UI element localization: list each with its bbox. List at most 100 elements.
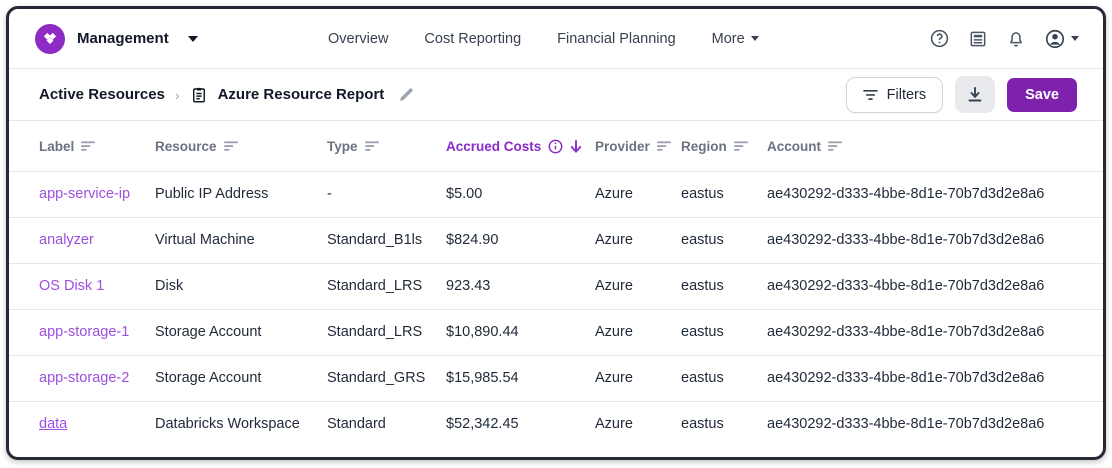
resource-label-link[interactable]: app-storage-2 xyxy=(39,370,130,386)
resource-label-link[interactable]: analyzer xyxy=(39,232,94,248)
cell-provider: Azure xyxy=(595,308,681,355)
column-header-accrued-costs[interactable]: Accrued Costs xyxy=(446,121,595,172)
top-nav: Management Overview Cost Reporting Financi… xyxy=(9,9,1103,69)
sort-lines-icon xyxy=(81,141,96,151)
cell-resource: Virtual Machine xyxy=(155,216,327,263)
nav-item-financial-planning[interactable]: Financial Planning xyxy=(557,30,676,47)
brand-diamonds-icon xyxy=(35,23,65,54)
cell-label: analyzer xyxy=(9,216,155,263)
cell-region: eastus xyxy=(681,216,767,263)
nav-icon-group xyxy=(929,28,1079,50)
notifications-icon[interactable] xyxy=(1006,28,1026,49)
workspace-switcher[interactable]: Management xyxy=(35,23,198,54)
cell-label: app-storage-2 xyxy=(9,354,155,401)
column-label: Region xyxy=(681,138,727,154)
column-label: Provider xyxy=(595,138,650,154)
table-row: OS Disk 1 Disk Standard_LRS 923.43 Azure east… xyxy=(9,262,1103,309)
resources-table: Label Resource Type Accrued Costs Provider Re… xyxy=(9,121,1103,447)
cell-accrued-costs: $10,890.44 xyxy=(446,308,595,355)
table-row: data Databricks Workspace Standard $52,342.… xyxy=(9,400,1103,447)
sort-lines-icon xyxy=(828,141,843,151)
save-button[interactable]: Save xyxy=(1007,77,1077,112)
sort-desc-arrow-icon xyxy=(571,139,582,153)
nav-item-more[interactable]: More xyxy=(712,31,759,47)
cell-type: Standard xyxy=(327,400,446,447)
column-header-account[interactable]: Account xyxy=(767,121,1103,172)
sort-lines-icon xyxy=(364,141,379,151)
workspace-name: Management xyxy=(77,30,169,47)
table-row: app-storage-2 Storage Account Standard_GRS… xyxy=(9,354,1103,401)
info-icon xyxy=(548,139,563,154)
column-label: Type xyxy=(327,138,358,154)
cell-label: data xyxy=(9,400,155,447)
nav-item-overview[interactable]: Overview xyxy=(327,30,389,47)
chevron-down-icon xyxy=(187,35,198,42)
resource-label-link[interactable]: app-service-ip xyxy=(39,186,131,202)
filter-icon xyxy=(862,89,878,100)
cell-label: app-storage-1 xyxy=(9,308,155,355)
report-icon xyxy=(190,86,208,104)
cell-type: - xyxy=(327,186,332,202)
cell-type: Standard_LRS xyxy=(327,262,446,309)
cell-resource: Public IP Address xyxy=(155,186,269,202)
cell-provider: Azure xyxy=(595,400,681,447)
cell-type: Standard_LRS xyxy=(327,308,446,355)
cell-accrued-costs: $15,985.54 xyxy=(446,354,595,401)
report-title: Azure Resource Report xyxy=(217,86,385,103)
column-header-type[interactable]: Type xyxy=(327,121,446,172)
breadcrumb-separator: › xyxy=(174,86,180,103)
cell-resource: Databricks Workspace xyxy=(155,400,327,447)
nav-links: Overview Cost Reporting Financial Planning… xyxy=(328,31,799,47)
nav-item-cost-reporting[interactable]: Cost Reporting xyxy=(424,30,522,47)
cell-resource: Disk xyxy=(155,262,327,309)
edit-title-icon[interactable] xyxy=(398,86,415,103)
toolbar-actions: Filters Save xyxy=(845,76,1077,113)
cell-resource: Storage Account xyxy=(155,354,327,401)
cell-provider: Azure xyxy=(595,354,681,401)
sort-lines-icon xyxy=(223,141,238,151)
column-header-region[interactable]: Region xyxy=(681,121,767,172)
column-label: Account xyxy=(767,138,821,154)
account-icon[interactable] xyxy=(1044,28,1079,50)
chevron-down-icon xyxy=(750,36,759,41)
cell-account: ae430292-d333-4bbe-8d1e-70b7d3d2e8a6 xyxy=(767,400,1103,447)
filters-button[interactable]: Filters xyxy=(845,76,944,113)
cell-provider: Azure xyxy=(595,216,681,263)
cell-accrued-costs: $52,342.45 xyxy=(446,400,595,447)
chevron-down-icon xyxy=(1070,36,1079,41)
resource-label-link[interactable]: data xyxy=(39,416,68,433)
cell-region: eastus xyxy=(681,400,767,447)
cell-resource: Storage Account xyxy=(155,308,327,355)
cell-accrued-costs: 923.43 xyxy=(446,262,595,309)
resource-label-link[interactable]: OS Disk 1 xyxy=(39,278,105,294)
breadcrumb: Active Resources › Azure Resource Report xyxy=(39,86,415,104)
column-label: Label xyxy=(39,138,75,154)
table-row: app-storage-1 Storage Account Standard_LRS… xyxy=(9,308,1103,355)
table-row: analyzer Virtual Machine Standard_B1ls $824… xyxy=(9,216,1103,263)
column-header-provider[interactable]: Provider xyxy=(595,121,681,172)
table-header-row: Label Resource Type Accrued Costs Provider Re… xyxy=(9,121,1103,172)
column-header-label[interactable]: Label xyxy=(9,121,155,172)
cell-type: Standard_GRS xyxy=(327,354,446,401)
column-header-resource[interactable]: Resource xyxy=(155,121,327,172)
cell-region: eastus xyxy=(681,262,767,309)
cell-provider: Azure xyxy=(595,262,681,309)
cell-account: ae430292-d333-4bbe-8d1e-70b7d3d2e8a6 xyxy=(767,308,1103,355)
cell-account: ae430292-d333-4bbe-8d1e-70b7d3d2e8a6 xyxy=(767,186,1045,202)
help-icon[interactable] xyxy=(929,28,950,49)
cell-region: eastus xyxy=(681,186,724,202)
column-label: Resource xyxy=(155,138,217,154)
report-toolbar: Active Resources › Azure Resource Report… xyxy=(9,69,1103,121)
breadcrumb-parent-link[interactable]: Active Resources xyxy=(39,86,165,103)
cell-account: ae430292-d333-4bbe-8d1e-70b7d3d2e8a6 xyxy=(767,262,1103,309)
resources-table-container: Label Resource Type Accrued Costs Provider Re… xyxy=(9,121,1103,457)
changelog-icon[interactable] xyxy=(968,29,988,49)
download-button[interactable] xyxy=(955,76,996,113)
cell-account: ae430292-d333-4bbe-8d1e-70b7d3d2e8a6 xyxy=(767,216,1103,263)
filters-label: Filters xyxy=(886,86,927,103)
cell-type: Standard_B1ls xyxy=(327,216,446,263)
cell-label: OS Disk 1 xyxy=(9,262,155,309)
sort-lines-icon xyxy=(733,141,748,151)
cell-accrued-costs: $824.90 xyxy=(446,216,595,263)
resource-label-link[interactable]: app-storage-1 xyxy=(39,324,130,340)
